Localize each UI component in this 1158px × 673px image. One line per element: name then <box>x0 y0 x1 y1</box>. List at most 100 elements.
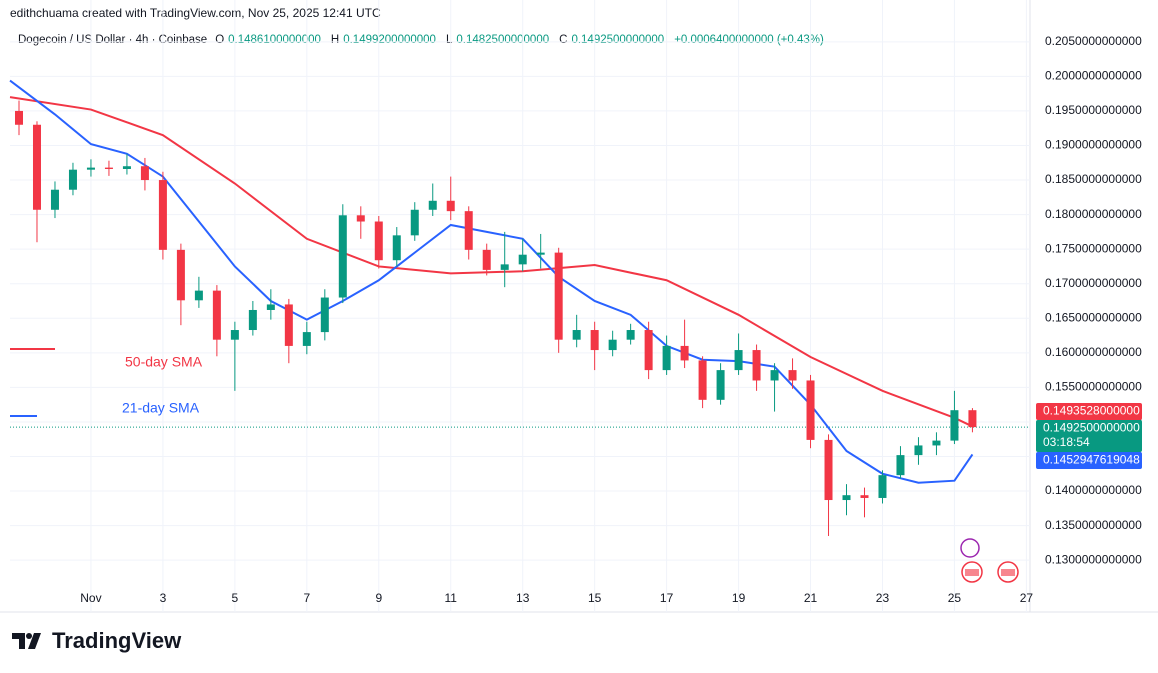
candle-body <box>212 290 221 340</box>
credit: edithchuama created with TradingView.com… <box>10 6 381 20</box>
candle-body <box>662 345 671 371</box>
grid <box>10 0 1030 612</box>
y-tick-label: 0.1700000000000 <box>1045 276 1142 290</box>
y-tick-label: 0.1950000000000 <box>1045 103 1142 117</box>
candle-body <box>824 439 833 501</box>
candle-body <box>176 249 185 301</box>
ohlc-key: O <box>215 34 225 46</box>
candle-body <box>284 304 293 346</box>
y-tick-label: 0.2000000000000 <box>1045 69 1142 83</box>
candle-body <box>608 339 617 351</box>
candle-body <box>248 309 257 331</box>
candle-body <box>500 264 509 270</box>
candle-body <box>716 370 725 400</box>
change: +0.0006400000000 (+0.43%) <box>674 34 824 46</box>
x-tick-label: 15 <box>588 591 602 605</box>
x-tick-label: 27 <box>1020 591 1034 605</box>
event-icons <box>960 538 1019 583</box>
x-tick-label: 5 <box>232 591 239 605</box>
price-label: 0.1452947619048 <box>1043 453 1140 467</box>
candle-body <box>140 166 149 181</box>
ohlc-key: L <box>445 34 453 46</box>
sma-line <box>9 96 973 428</box>
candle-body <box>86 167 95 170</box>
x-tick-label: 7 <box>303 591 310 605</box>
chart: 0.1300000000000 0.1350000000000 0.14000000… <box>0 0 1158 613</box>
candle-body <box>806 380 815 440</box>
x-tick-label: 13 <box>516 591 530 605</box>
candle-body <box>320 297 329 333</box>
candle-body <box>230 330 239 340</box>
candle-body <box>932 440 941 446</box>
candle-body <box>446 200 455 212</box>
candle-body <box>860 495 869 498</box>
candle-body <box>698 360 707 400</box>
candle-body <box>590 330 599 351</box>
candle-body <box>392 235 401 261</box>
candle-body <box>518 254 527 265</box>
y-tick-label: 0.1650000000000 <box>1045 310 1142 324</box>
price-label-box <box>1036 420 1142 452</box>
candle-body <box>752 350 761 381</box>
ohlc-value: 0.1486100000000 <box>228 34 321 46</box>
y-tick-label: 0.1350000000000 <box>1045 518 1142 532</box>
y-tick-label: 0.1600000000000 <box>1045 345 1142 359</box>
y-tick-label: 0.1900000000000 <box>1045 138 1142 152</box>
symbol: Dogecoin / US Dollar · 4h · Coinbase <box>18 34 208 46</box>
legend-label: 50-day SMA <box>125 354 203 370</box>
x-tick-label: 17 <box>660 591 674 605</box>
price-label: 0.1493528000000 <box>1043 404 1140 418</box>
candle-body <box>536 252 545 255</box>
candle-body <box>572 330 581 340</box>
candle-body <box>374 221 383 261</box>
candle-body <box>734 350 743 371</box>
price-label: 0.1492500000000 <box>1043 421 1140 435</box>
candle-body <box>32 124 41 210</box>
y-tick-label: 0.1300000000000 <box>1045 552 1142 566</box>
x-tick-label: 21 <box>804 591 818 605</box>
candle-body <box>968 410 977 428</box>
candle-body <box>896 455 905 476</box>
candle-body <box>50 189 59 210</box>
candle-body <box>122 166 131 169</box>
price-label-box <box>1036 452 1142 469</box>
x-tick-label: 23 <box>876 591 890 605</box>
price-label-box <box>1036 403 1142 420</box>
candle-body <box>68 169 77 190</box>
ohlc-key: C <box>559 34 568 46</box>
x-tick-label: 9 <box>375 591 382 605</box>
y-tick-label: 0.1850000000000 <box>1045 172 1142 186</box>
x-tick-label: Nov <box>80 591 101 605</box>
x-tick-label: 25 <box>948 591 962 605</box>
candle-body <box>14 110 23 125</box>
candle-body <box>644 330 653 371</box>
candle-body <box>194 290 203 301</box>
y-tick-label: 0.1550000000000 <box>1045 380 1142 394</box>
candle-body <box>842 495 851 501</box>
brand-logo <box>12 633 41 649</box>
candle-body <box>554 252 563 340</box>
x-tick-label: 11 <box>445 591 458 605</box>
candle-body <box>428 200 437 210</box>
ohlc-value: 0.1499200000000 <box>343 34 436 46</box>
x-tick-label: 19 <box>732 591 746 605</box>
y-tick-label: 0.1400000000000 <box>1045 483 1142 497</box>
ohlc-key: H <box>330 34 340 46</box>
y-tick-label: 0.2050000000000 <box>1045 34 1142 48</box>
brand-name: TradingView <box>52 628 182 653</box>
candle-body <box>356 215 365 222</box>
x-tick-label: 3 <box>160 591 167 605</box>
candle-body <box>338 215 347 298</box>
candle-body <box>158 180 167 250</box>
y-tick-label: 0.1750000000000 <box>1045 241 1142 255</box>
candle-body <box>266 304 275 310</box>
candle-body <box>770 370 779 381</box>
candle-body <box>302 332 311 346</box>
candle-body <box>788 370 797 381</box>
ohlc-value: 0.1482500000000 <box>456 34 550 46</box>
candle-body <box>464 211 473 250</box>
countdown: 03:18:54 <box>1043 435 1090 449</box>
candle-body <box>104 167 113 169</box>
candle-body <box>914 445 923 456</box>
